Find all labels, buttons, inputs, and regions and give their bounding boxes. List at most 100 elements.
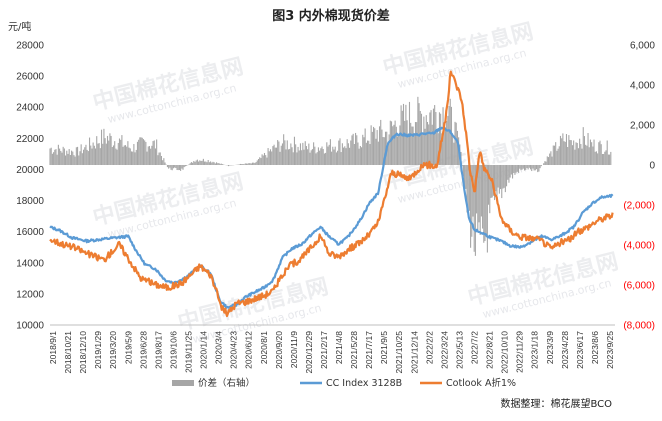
x-tick-label: 2021/7/17	[364, 331, 374, 369]
spread-bar	[563, 141, 565, 165]
spread-bar	[213, 162, 215, 165]
left-tick-label: 14000	[16, 258, 44, 269]
left-tick-label: 10000	[16, 321, 44, 332]
spread-bar	[358, 148, 360, 165]
spread-bar	[444, 130, 446, 165]
spread-bar	[316, 152, 318, 165]
spread-bar	[151, 145, 153, 165]
spread-bar	[111, 147, 113, 165]
spread-bar	[411, 126, 413, 165]
spread-bar	[326, 142, 328, 165]
spread-bar	[277, 140, 279, 165]
spread-bar	[138, 139, 140, 165]
spread-bar	[114, 141, 116, 165]
spread-bar	[526, 165, 528, 169]
spread-bar	[424, 128, 426, 165]
spread-bar	[436, 129, 438, 165]
x-tick-label: 2020/6/12	[244, 331, 254, 369]
spread-bar	[72, 151, 74, 165]
spread-bar	[271, 151, 273, 165]
left-tick-label: 24000	[16, 103, 44, 114]
spread-bar	[543, 163, 545, 165]
spread-bar	[406, 120, 408, 165]
spread-bar	[535, 165, 538, 170]
spread-bar	[247, 163, 249, 165]
spread-bar	[480, 165, 482, 217]
spread-bar	[474, 165, 476, 256]
spread-bar	[320, 148, 322, 165]
spread-bar	[574, 149, 576, 165]
spread-bar	[478, 165, 480, 223]
spread-bar	[344, 146, 346, 165]
legend-label-cc-index: CC Index 3128B	[326, 378, 402, 389]
spread-bar	[133, 144, 135, 165]
spread-bar	[471, 165, 473, 237]
spread-bar	[607, 154, 609, 165]
spread-bar	[88, 137, 91, 165]
spread-bar	[378, 126, 381, 165]
spread-bar	[227, 165, 230, 167]
spread-bar	[176, 165, 178, 171]
x-tick-label: 2020/4/23	[229, 331, 239, 369]
spread-bar	[315, 153, 317, 165]
spread-bar	[211, 162, 213, 165]
x-tick-label: 2019/10/6	[168, 331, 178, 369]
spread-bar	[372, 126, 375, 165]
spread-bar	[99, 148, 101, 165]
spread-bar	[528, 165, 530, 168]
spread-bar	[212, 161, 214, 165]
spread-bar	[488, 165, 490, 205]
spread-bar	[205, 161, 207, 165]
spread-bar	[399, 125, 401, 165]
spread-bar	[582, 127, 584, 165]
spread-bar	[441, 133, 443, 165]
spread-bar	[501, 165, 503, 199]
spread-bar	[371, 131, 373, 165]
spread-bar	[301, 150, 303, 165]
spread-bar	[83, 149, 85, 165]
spread-bar	[242, 164, 244, 165]
spread-bar	[414, 122, 417, 165]
spread-bar	[450, 106, 452, 165]
spread-bar	[118, 138, 121, 165]
spread-bar	[609, 154, 611, 165]
x-tick-label: 2018/9/1	[48, 331, 58, 364]
spread-bar	[500, 165, 502, 190]
spread-bar	[392, 126, 394, 165]
spread-bars	[49, 96, 612, 256]
spread-bar	[338, 140, 340, 165]
x-tick-label: 2021/12/14	[409, 331, 419, 374]
spread-bar	[494, 165, 496, 201]
spread-bar	[594, 151, 596, 165]
spread-bar	[157, 155, 159, 165]
spread-bar	[546, 156, 548, 165]
spread-bar	[178, 165, 180, 171]
spread-bar	[121, 135, 123, 165]
spread-bar	[257, 159, 260, 165]
spread-bar	[186, 165, 188, 166]
spread-bar	[389, 120, 391, 165]
spread-bar	[91, 148, 93, 165]
spread-bar	[289, 148, 291, 165]
spread-bar	[557, 148, 559, 165]
x-tick-label: 2020/9/20	[274, 331, 284, 369]
spread-bar	[523, 165, 526, 171]
spread-bar	[383, 137, 385, 165]
spread-bar	[73, 155, 75, 165]
spread-bar	[332, 146, 334, 165]
spread-bar	[569, 139, 571, 165]
spread-bar	[267, 148, 269, 165]
right-tick-label: (4,000)	[623, 241, 655, 252]
spread-bar	[146, 151, 148, 165]
left-axis-unit: 元/吨	[8, 20, 31, 33]
spread-bar	[586, 145, 588, 165]
spread-bar	[170, 165, 172, 170]
spread-bar	[97, 143, 99, 165]
spread-bar	[382, 137, 384, 165]
spread-bar	[495, 165, 497, 192]
left-tick-label: 16000	[16, 227, 44, 238]
x-tick-label: 2023/8/6	[590, 331, 600, 364]
spread-bar	[503, 165, 505, 188]
spread-bar	[200, 160, 202, 165]
spread-bar	[253, 162, 255, 165]
